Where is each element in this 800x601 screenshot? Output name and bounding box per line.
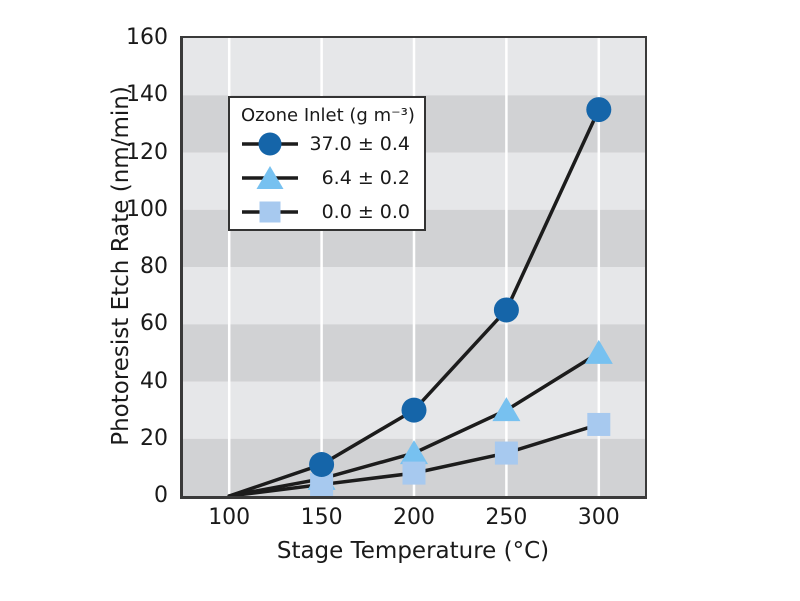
legend-item: 6.4 ± 0.2	[230, 161, 424, 195]
plot-area: Ozone Inlet (g m⁻³) 37.0 ± 0.4 6.4 ± 0.2 0…	[180, 36, 647, 499]
marker-triangle	[400, 440, 428, 465]
y-tick-label: 120	[126, 139, 168, 165]
legend-item-label: 0.0 ± 0.0	[321, 201, 410, 223]
legend: Ozone Inlet (g m⁻³) 37.0 ± 0.4 6.4 ± 0.2 0…	[228, 96, 426, 231]
legend-items: 37.0 ± 0.4 6.4 ± 0.2 0.0 ± 0.0	[230, 127, 424, 229]
marker-square	[310, 473, 334, 496]
y-tick-label: 60	[140, 311, 168, 337]
x-tick-label: 100	[208, 505, 251, 530]
y-tick-label: 40	[140, 368, 168, 394]
y-tick-label: 20	[140, 425, 168, 451]
x-axis-title: Stage Temperature (°C)	[276, 538, 550, 564]
legend-title: Ozone Inlet (g m⁻³)	[241, 105, 415, 126]
y-tick-label: 0	[154, 483, 168, 508]
legend-circle-marker-icon	[242, 132, 298, 156]
marker-circle	[493, 297, 519, 323]
y-tick-label: 80	[140, 254, 168, 279]
marker-square	[587, 412, 611, 436]
legend-item: 0.0 ± 0.0	[230, 195, 424, 229]
x-tick-label: 250	[485, 505, 528, 530]
y-tick-label: 160	[126, 25, 168, 50]
legend-square-marker-icon	[242, 201, 298, 223]
x-tick-label: 150	[300, 505, 343, 530]
legend-item-label: 6.4 ± 0.2	[321, 167, 410, 189]
marker-circle	[309, 452, 335, 478]
marker-triangle	[492, 397, 521, 422]
marker-triangle	[584, 339, 613, 364]
legend-item-label: 37.0 ± 0.4	[309, 133, 410, 155]
y-tick-label: 140	[126, 82, 168, 108]
x-tick-label: 300	[577, 505, 620, 530]
marker-circle	[586, 97, 612, 123]
legend-item: 37.0 ± 0.4	[230, 127, 424, 161]
x-tick-label: 200	[393, 505, 435, 530]
marker-square	[494, 441, 518, 465]
legend-triangle-marker-icon	[242, 166, 298, 189]
marker-circle	[401, 397, 427, 423]
y-tick-label: 100	[126, 196, 168, 222]
marker-square	[402, 461, 426, 485]
